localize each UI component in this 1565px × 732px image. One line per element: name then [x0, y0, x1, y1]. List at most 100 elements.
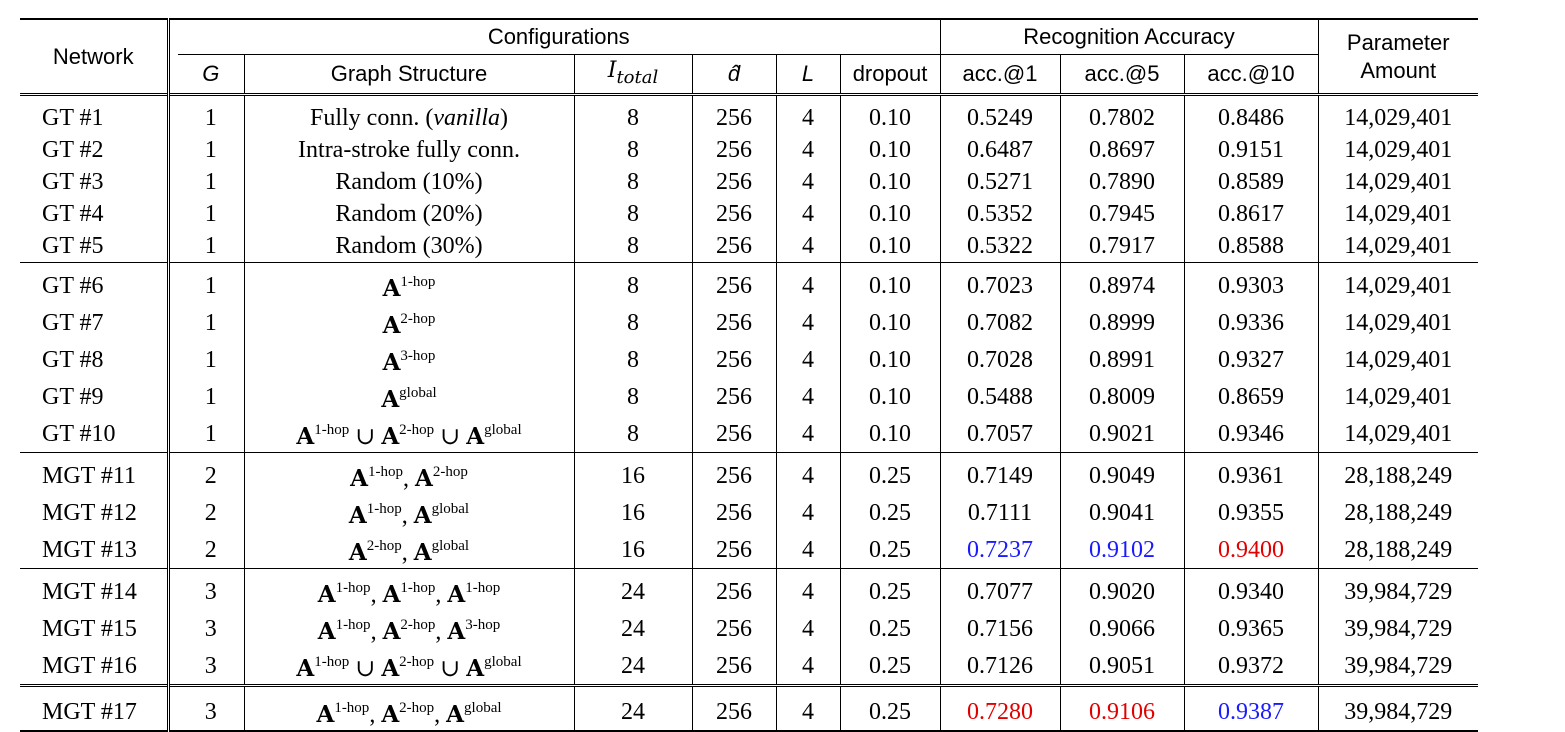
cell-divider [166, 230, 178, 263]
cell-acc1: 0.6487 [939, 134, 1060, 166]
cell-dropout: 0.25 [839, 647, 940, 686]
cell-network: GT #6 [20, 262, 168, 304]
cell-acc10: 0.9400 [1183, 531, 1318, 569]
adjacency-symbol: A [381, 655, 400, 682]
cell-acc10: 0.8589 [1183, 166, 1318, 198]
adjacency-superscript: 2-hop [400, 617, 436, 633]
cell-divider [166, 494, 178, 531]
cell-params: 14,029,401 [1317, 198, 1478, 230]
cell-acc10: 0.9372 [1183, 647, 1318, 686]
cell-acc1: 0.7126 [939, 647, 1060, 686]
cell-acc10: 0.9346 [1183, 415, 1318, 453]
adjacency-symbol: A [350, 465, 368, 492]
cell-network: MGT #15 [42, 615, 137, 642]
cell-i-total: 8 [573, 134, 692, 166]
cell-d-hat: 256 [691, 415, 776, 453]
cell-g: 1 [204, 137, 217, 163]
cell-i-total: 24 [573, 684, 692, 732]
cell-graph-structure: A3-hop [243, 341, 574, 378]
cell-l: 4 [775, 166, 840, 198]
cell-dropout: 0.10 [839, 378, 940, 415]
adjacency-superscript: 3-hop [400, 348, 436, 364]
table-row: MGT #17 3 A1-hop, A2-hop, Aglobal 24 256 4 0.2… [20, 684, 1478, 732]
adjacency-superscript: 1-hop [465, 580, 501, 596]
adjacency-symbol: A [317, 618, 336, 645]
cell-g: 1 [204, 169, 217, 195]
cell-graph-structure: A1-hop, A2-hop, A3-hop [243, 610, 574, 647]
cell-graph-structure: A2-hop [243, 304, 574, 341]
cell-network: GT #9 [42, 383, 104, 410]
cell-d-hat: 256 [691, 378, 776, 415]
adjacency-symbol: A [316, 701, 335, 728]
cell-l: 4 [775, 378, 840, 415]
cell-divider [166, 378, 178, 415]
cell-params: 39,984,729 [1317, 647, 1478, 686]
header-divider [166, 18, 178, 95]
adjacency-symbol: A [413, 502, 432, 529]
header-l: L [775, 54, 840, 95]
cell-g: 1 [204, 309, 217, 336]
adjacency-superscript: 1-hop [366, 501, 402, 517]
cell-acc1: 0.5249 [939, 93, 1060, 134]
cell-i-total: 24 [573, 610, 692, 647]
cell-l: 4 [775, 93, 840, 134]
cell-acc1: 0.5488 [939, 378, 1060, 415]
cell-acc1: 0.7082 [939, 304, 1060, 341]
cell-acc1: 0.5322 [939, 230, 1060, 263]
cell-acc10: 0.8617 [1183, 198, 1318, 230]
adjacency-symbol: A [382, 275, 401, 302]
cell-acc1: 0.7156 [939, 610, 1060, 647]
cell-graph-structure: Aglobal [243, 378, 574, 415]
cell-d-hat: 256 [691, 166, 776, 198]
cell-d-hat: 256 [691, 647, 776, 686]
cell-i-total: 16 [573, 452, 692, 494]
cell-l: 4 [775, 262, 840, 304]
graph-italic-term: vanilla [433, 105, 500, 131]
adjacency-superscript: 2-hop [399, 700, 435, 716]
cell-d-hat: 256 [691, 494, 776, 531]
cell-divider [166, 415, 178, 453]
cell-dropout: 0.25 [839, 494, 940, 531]
cell-acc5: 0.9021 [1059, 415, 1184, 453]
table-row: GT #7 1 A2-hop 8 256 4 0.10 0.7082 0.8999 0.9336 1… [20, 304, 1478, 341]
cell-network: MGT #17 [20, 684, 168, 732]
cell-acc10: 0.8486 [1183, 93, 1318, 134]
table-group: MGT #17 3 A1-hop, A2-hop, Aglobal 24 256 4 0.2… [20, 684, 1478, 732]
adjacency-superscript: 2-hop [399, 422, 435, 438]
adjacency-superscript: 2-hop [432, 464, 468, 480]
adjacency-symbol: A [348, 539, 367, 566]
cell-acc5: 0.8991 [1059, 341, 1184, 378]
table-row: MGT #13 2 A2-hop, Aglobal 16 256 4 0.25 0.7237 0… [20, 531, 1478, 569]
header-g: G [178, 54, 244, 95]
header-network: Network [20, 18, 168, 95]
cell-acc5: 0.7945 [1059, 198, 1184, 230]
cell-i-total: 16 [573, 494, 692, 531]
cell-g: 1 [178, 93, 244, 134]
cell-acc5: 0.7802 [1059, 93, 1184, 134]
cell-params: 14,029,401 [1317, 166, 1478, 198]
adjacency-superscript: 1-hop [314, 422, 350, 438]
cell-acc5: 0.9041 [1059, 494, 1184, 531]
cell-graph-structure: Random (30%) [243, 230, 574, 263]
graph-separator: ∪ [349, 656, 382, 682]
adjacency-superscript: 1-hop [334, 700, 370, 716]
cell-params: 39,984,729 [1317, 610, 1478, 647]
adjacency-symbol: A [296, 655, 315, 682]
cell-divider [166, 304, 178, 341]
cell-d-hat: 256 [691, 341, 776, 378]
table-row: MGT #15 3 A1-hop, A2-hop, A3-hop 24 256 4 0.25… [20, 610, 1478, 647]
cell-graph-structure: Random (20%) [243, 198, 574, 230]
cell-divider [166, 198, 178, 230]
cell-dropout: 0.25 [839, 531, 940, 569]
cell-network: GT #10 [42, 420, 116, 447]
table-row: GT #10 1 A1-hop ∪ A2-hop ∪ Aglobal 8 256 4 0.1… [20, 415, 1478, 453]
cell-acc10: 0.9327 [1183, 341, 1318, 378]
adjacency-superscript: global [431, 501, 470, 517]
cell-network: GT #5 [42, 233, 104, 259]
cell-acc5: 0.8999 [1059, 304, 1184, 341]
cell-i-total: 24 [573, 647, 692, 686]
cell-d-hat: 256 [691, 531, 776, 569]
cell-g: 1 [178, 262, 244, 304]
adjacency-symbol: A [382, 618, 401, 645]
adjacency-superscript: global [484, 422, 522, 438]
